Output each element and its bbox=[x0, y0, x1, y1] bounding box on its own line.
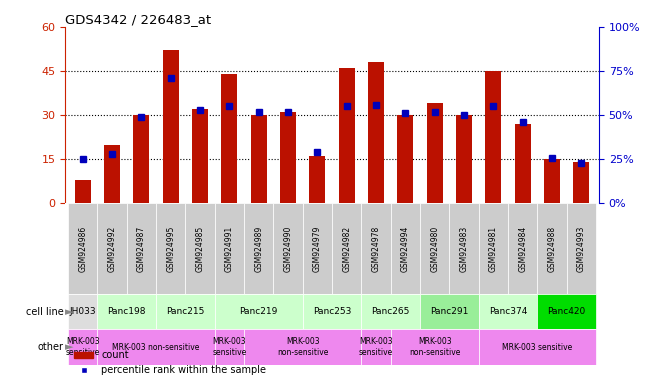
Text: MRK-003 sensitive: MRK-003 sensitive bbox=[502, 343, 572, 352]
Bar bbox=[133, 115, 150, 204]
Text: Panc219: Panc219 bbox=[240, 307, 278, 316]
Bar bbox=[68, 204, 98, 294]
Text: Panc215: Panc215 bbox=[166, 307, 204, 316]
Bar bbox=[221, 74, 238, 204]
Bar bbox=[244, 204, 273, 294]
Bar bbox=[339, 68, 355, 204]
Text: GSM924981: GSM924981 bbox=[489, 226, 498, 272]
Bar bbox=[537, 294, 596, 329]
Text: GSM924979: GSM924979 bbox=[313, 226, 322, 272]
Text: GSM924995: GSM924995 bbox=[166, 226, 175, 272]
Bar bbox=[68, 294, 98, 329]
Text: GDS4342 / 226483_at: GDS4342 / 226483_at bbox=[65, 13, 211, 26]
Text: Panc253: Panc253 bbox=[313, 307, 351, 316]
Bar bbox=[215, 329, 244, 365]
Bar bbox=[566, 204, 596, 294]
Bar bbox=[361, 204, 391, 294]
Bar bbox=[397, 115, 413, 204]
Bar bbox=[303, 294, 361, 329]
Text: ►: ► bbox=[64, 342, 73, 352]
Bar bbox=[68, 329, 98, 365]
Text: ►: ► bbox=[64, 307, 73, 317]
Bar bbox=[478, 294, 537, 329]
Text: GSM924990: GSM924990 bbox=[284, 226, 292, 272]
Text: GSM924987: GSM924987 bbox=[137, 226, 146, 272]
Text: MRK-003
non-sensitive: MRK-003 non-sensitive bbox=[409, 338, 460, 357]
Bar bbox=[156, 204, 186, 294]
Bar bbox=[426, 103, 443, 204]
Text: Panc374: Panc374 bbox=[489, 307, 527, 316]
Bar bbox=[251, 115, 267, 204]
Bar bbox=[332, 204, 361, 294]
Text: Panc420: Panc420 bbox=[547, 307, 586, 316]
Bar bbox=[215, 204, 244, 294]
Bar bbox=[98, 294, 156, 329]
Bar bbox=[478, 204, 508, 294]
Bar bbox=[485, 71, 501, 204]
Bar bbox=[361, 294, 420, 329]
Bar bbox=[215, 294, 303, 329]
Bar bbox=[244, 329, 361, 365]
Text: MRK-003 non-sensitive: MRK-003 non-sensitive bbox=[113, 343, 200, 352]
Bar bbox=[192, 109, 208, 204]
Text: GSM924983: GSM924983 bbox=[460, 226, 469, 272]
Bar bbox=[127, 204, 156, 294]
Text: GSM924980: GSM924980 bbox=[430, 226, 439, 272]
Bar bbox=[280, 112, 296, 204]
Bar bbox=[391, 329, 478, 365]
Text: GSM924994: GSM924994 bbox=[401, 226, 410, 272]
Text: GSM924978: GSM924978 bbox=[372, 226, 380, 272]
Bar bbox=[273, 204, 303, 294]
Text: GSM924985: GSM924985 bbox=[195, 226, 204, 272]
Text: MRK-003
sensitive: MRK-003 sensitive bbox=[212, 338, 247, 357]
Text: JH033: JH033 bbox=[70, 307, 96, 316]
Bar bbox=[449, 204, 478, 294]
Bar bbox=[508, 204, 537, 294]
Bar bbox=[391, 204, 420, 294]
Text: GSM924984: GSM924984 bbox=[518, 226, 527, 272]
Bar bbox=[478, 329, 596, 365]
Text: GSM924991: GSM924991 bbox=[225, 226, 234, 272]
Bar bbox=[98, 204, 127, 294]
Bar bbox=[514, 124, 531, 204]
Bar bbox=[537, 204, 566, 294]
Text: MRK-003
sensitive: MRK-003 sensitive bbox=[359, 338, 393, 357]
Bar bbox=[98, 329, 215, 365]
Text: GSM924982: GSM924982 bbox=[342, 226, 351, 272]
Bar bbox=[75, 180, 90, 204]
Text: MRK-003
sensitive: MRK-003 sensitive bbox=[66, 338, 100, 357]
Text: other: other bbox=[38, 342, 64, 352]
Bar bbox=[156, 294, 215, 329]
Text: GSM924993: GSM924993 bbox=[577, 226, 586, 272]
Legend: count, percentile rank within the sample: count, percentile rank within the sample bbox=[70, 346, 270, 379]
Bar bbox=[186, 204, 215, 294]
Bar bbox=[303, 204, 332, 294]
Bar bbox=[420, 204, 449, 294]
Text: GSM924986: GSM924986 bbox=[78, 226, 87, 272]
Bar bbox=[309, 156, 326, 204]
Text: GSM924992: GSM924992 bbox=[107, 226, 117, 272]
Bar bbox=[420, 294, 478, 329]
Bar bbox=[574, 162, 589, 204]
Bar bbox=[456, 115, 472, 204]
Text: MRK-003
non-sensitive: MRK-003 non-sensitive bbox=[277, 338, 328, 357]
Bar bbox=[163, 50, 179, 204]
Text: Panc265: Panc265 bbox=[372, 307, 410, 316]
Text: GSM924988: GSM924988 bbox=[547, 226, 557, 272]
Text: Panc198: Panc198 bbox=[107, 307, 146, 316]
Bar bbox=[544, 159, 560, 204]
Bar bbox=[361, 329, 391, 365]
Bar bbox=[368, 62, 384, 204]
Text: cell line: cell line bbox=[26, 307, 64, 317]
Text: GSM924989: GSM924989 bbox=[254, 226, 263, 272]
Text: Panc291: Panc291 bbox=[430, 307, 469, 316]
Bar bbox=[104, 144, 120, 204]
